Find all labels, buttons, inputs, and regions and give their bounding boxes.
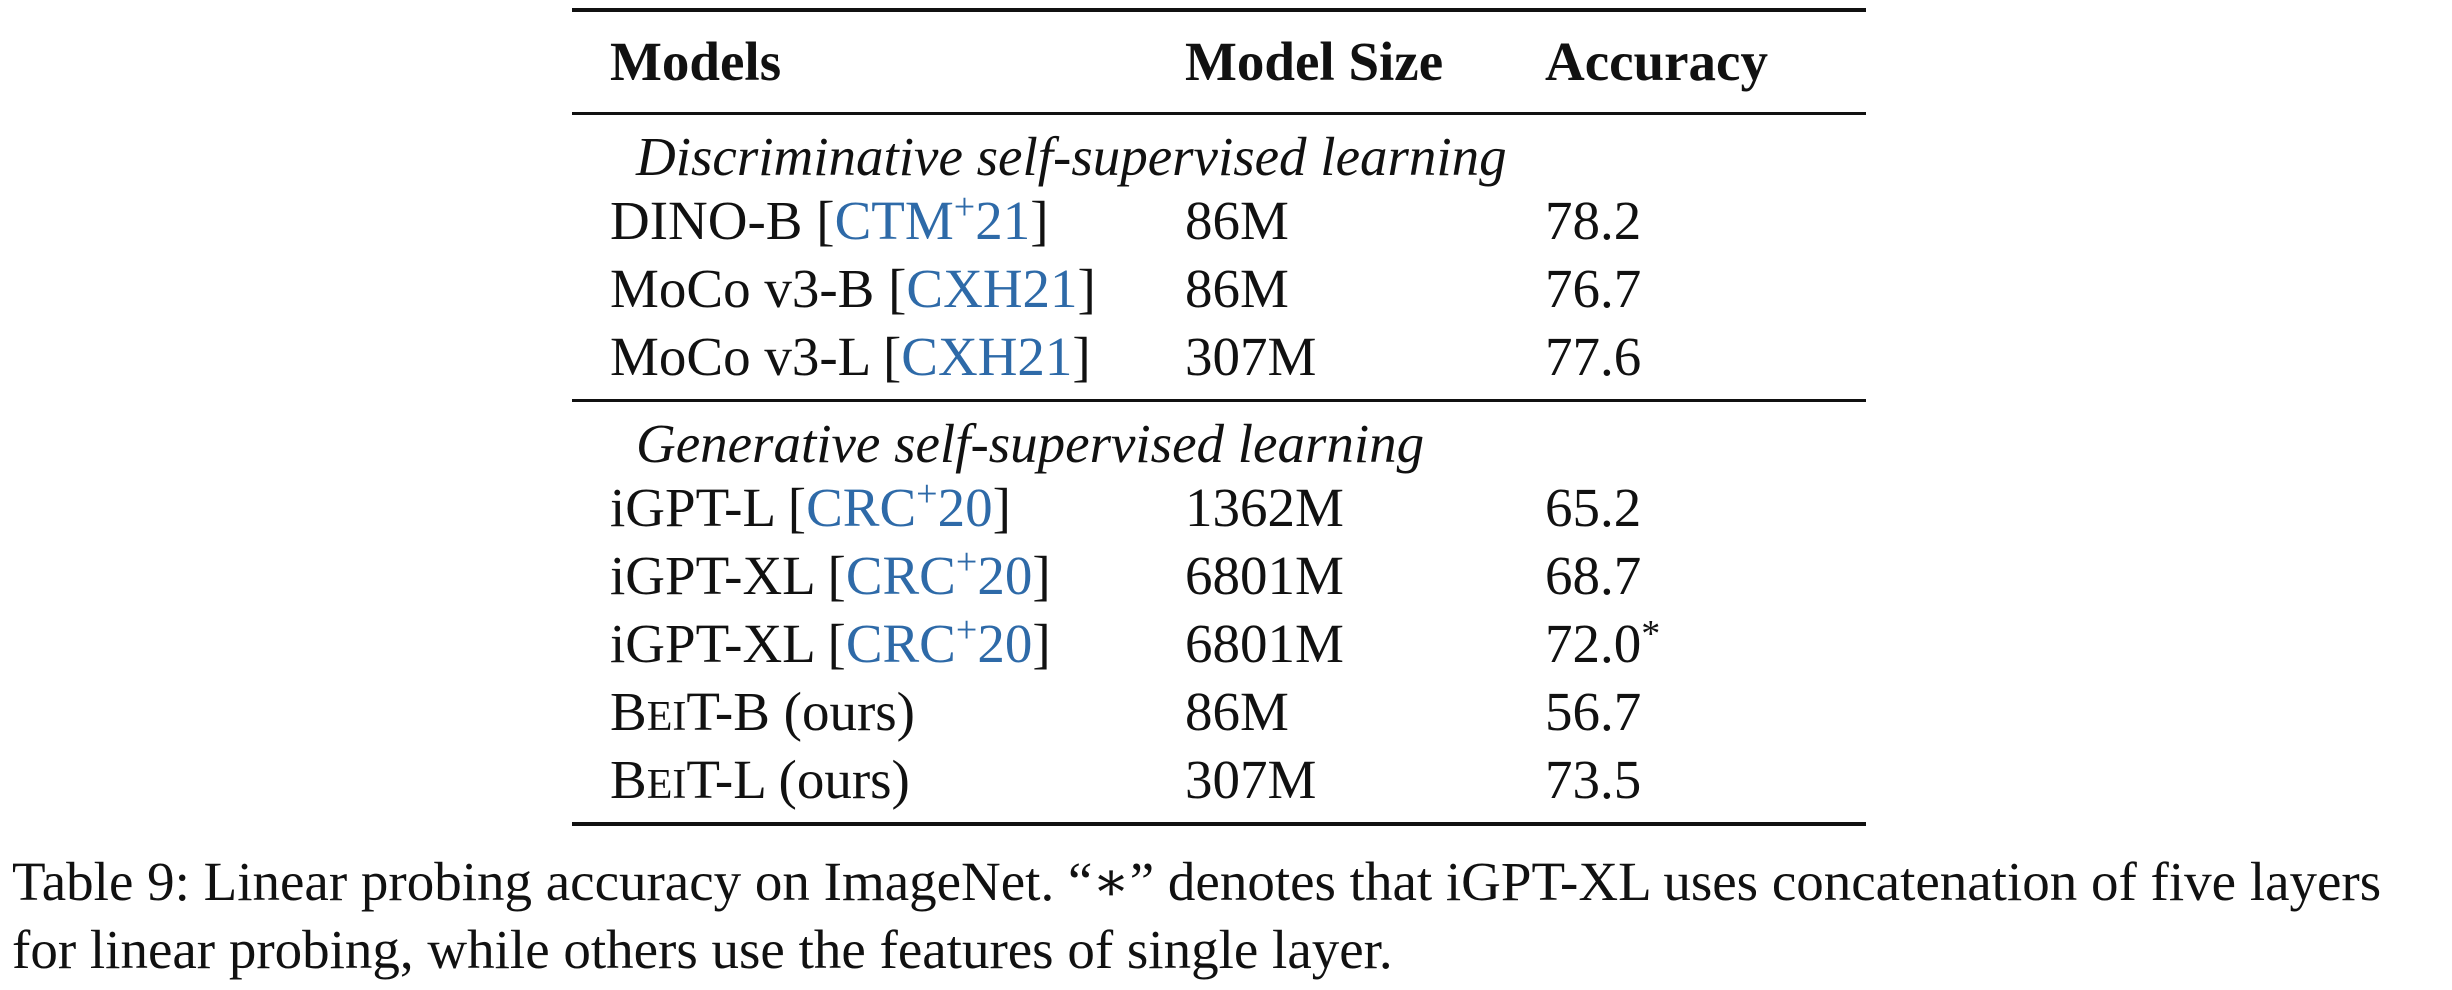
header-model-size: Model Size [1185,31,1444,92]
accuracy-value: 76.7 [1545,258,1642,319]
asterisk-mark: * [1641,613,1661,655]
model-name: DINO-B [CTM+21] [610,186,1049,251]
model-size: 6801M [1185,545,1344,606]
model-name: iGPT-XL [CRC+20] [610,541,1051,606]
table-row: iGPT-L [CRC+20] 1362M 65.2 [572,474,1866,542]
citation-link[interactable]: CXH21 [906,258,1078,319]
table-header: Models Model Size Accuracy [572,12,1866,112]
table-row: DINO-B [CTM+21] 86M 78.2 [572,187,1866,255]
results-table: Models Model Size Accuracy Discriminativ… [572,8,1866,826]
accuracy-value: 78.2 [1545,190,1642,251]
header-models: Models [610,31,782,92]
citation-link[interactable]: CTM+21 [834,186,1031,251]
accuracy-value: 77.6 [1545,326,1642,387]
model-size: 86M [1185,190,1289,251]
table-row: BEIT-L (ours) 307M 73.5 [572,746,1866,814]
model-size: 86M [1185,258,1289,319]
model-size: 86M [1185,681,1289,742]
model-size: 307M [1185,326,1317,387]
citation-link[interactable]: CRC+20 [845,541,1033,606]
table-row: iGPT-XL [CRC+20] 6801M 68.7 [572,542,1866,610]
table-caption: Table 9: Linear probing accuracy on Imag… [12,851,2382,980]
accuracy-value: 56.7 [1545,681,1642,742]
header-rule [572,112,1866,115]
section-rule [572,399,1866,402]
model-name: iGPT-XL [CRC+20] [610,609,1051,674]
header-accuracy: Accuracy [1545,31,1768,92]
model-name: MoCo v3-B [CXH21] [610,258,1096,319]
table-row: BEIT-B (ours) 86M 56.7 [572,678,1866,746]
accuracy-value: 72.0* [1545,613,1661,674]
accuracy-value: 65.2 [1545,477,1642,538]
top-rule [572,8,1866,12]
citation-link[interactable]: CRC+20 [806,473,993,538]
model-size: 1362M [1185,477,1344,538]
accuracy-value: 73.5 [1545,749,1642,810]
table-row: MoCo v3-B [CXH21] 86M 76.7 [572,255,1866,323]
citation-link[interactable]: CXH21 [901,326,1073,387]
citation-link[interactable]: CRC+20 [845,609,1033,674]
section-title-generative: Generative self-supervised learning [636,413,1425,474]
model-size: 6801M [1185,613,1344,674]
model-name: MoCo v3-L [CXH21] [610,326,1091,387]
table-row: iGPT-XL [CRC+20] 6801M 72.0* [572,610,1866,678]
model-name: BEIT-B (ours) [610,681,915,742]
model-name: iGPT-L [CRC+20] [610,473,1011,538]
accuracy-value: 68.7 [1545,545,1642,606]
bottom-rule [572,822,1866,826]
table-row: MoCo v3-L [CXH21] 307M 77.6 [572,323,1866,391]
model-name: BEIT-L (ours) [610,749,910,810]
model-size: 307M [1185,749,1317,810]
section-title-discriminative: Discriminative self-supervised learning [636,126,1507,187]
